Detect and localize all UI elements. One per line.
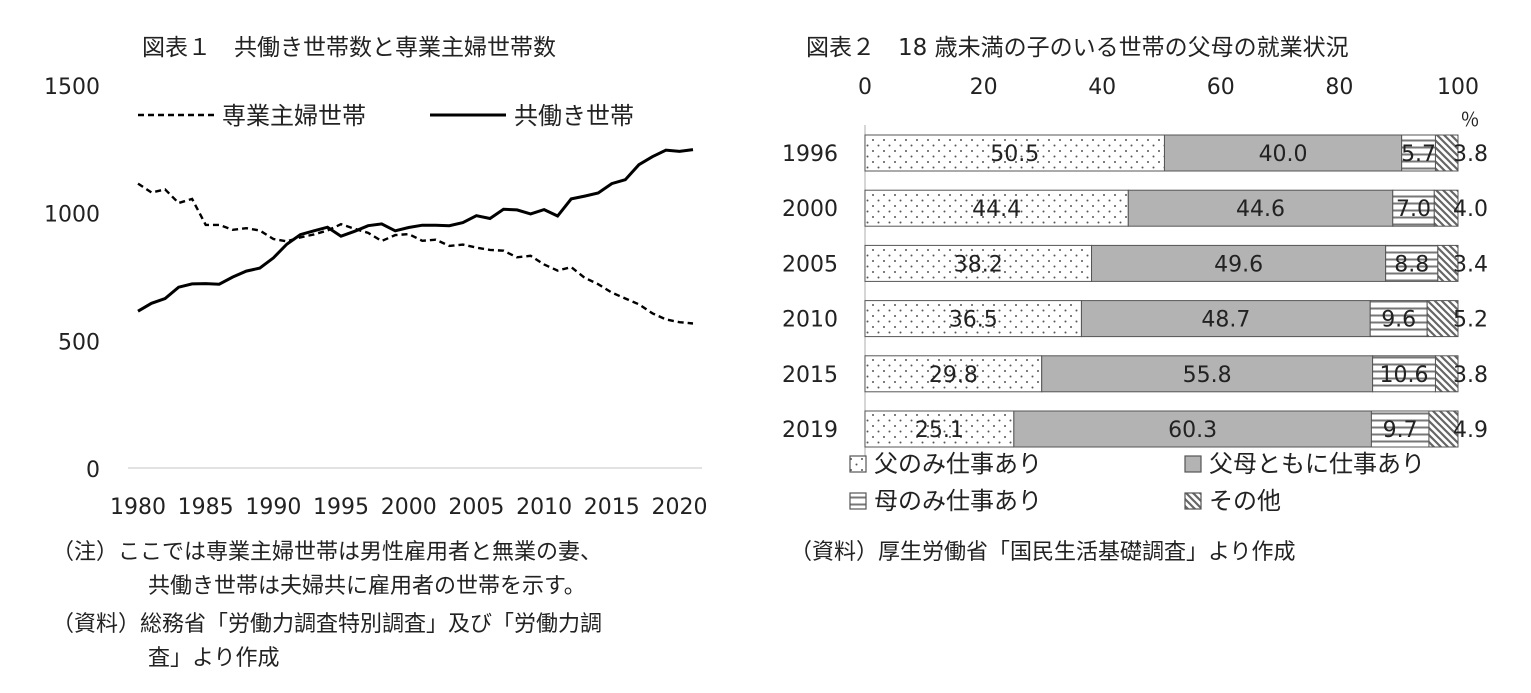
chart2-data-label: 40.0: [1259, 142, 1308, 167]
chart1-x-tick-label: 2020: [651, 495, 707, 520]
chart2-data-label: 29.8: [929, 363, 978, 388]
chart1-x-tick-label: 2015: [584, 495, 640, 520]
chart2-x-tick-label: 100: [1437, 75, 1479, 100]
chart2-data-label: 60.3: [1168, 418, 1217, 443]
chart2-bar-segment: [864, 410, 1015, 448]
chart2-bar-segment: [864, 300, 1082, 338]
chart2-category-label: 2010: [782, 308, 838, 333]
chart2-data-label: 10.6: [1380, 363, 1429, 388]
chart2-source: （資料）厚生労働省「国民生活基礎調査」より作成: [790, 540, 1296, 565]
chart2-data-label: 5.7: [1401, 142, 1436, 167]
chart2-data-label: 9.6: [1381, 308, 1416, 333]
chart1-x-tick-label: 2005: [448, 495, 504, 520]
chart2-category-label: 1996: [782, 142, 838, 167]
chart2-bar-segment: [864, 134, 1165, 172]
chart2-bar-segment: [1437, 244, 1459, 282]
chart1-legend-label: 専業主婦世帯: [222, 102, 366, 130]
chart1-title: 図表１ 共働き世帯数と専業主婦世帯数: [142, 35, 556, 61]
chart2-data-label: 5.2: [1453, 308, 1488, 333]
chart2-data-label: 3.8: [1453, 363, 1488, 388]
chart1-x-tick-label: 1985: [178, 495, 234, 520]
chart1-plot: 0 500 1000 1500 1980 1985 1990 1995 2000 2005 2010…: [44, 75, 707, 520]
chart2-bar-segment: [1013, 410, 1372, 448]
chart2-legend-label: その他: [1209, 487, 1281, 515]
chart2-data-label: 55.8: [1183, 363, 1232, 388]
chart2-legend-swatch: [1184, 492, 1202, 510]
chart1-source-2: 査」より作成: [148, 646, 280, 671]
chart2-bar-segment: [1370, 410, 1430, 448]
chart2-bar-segment: [1433, 189, 1459, 227]
chart2-bar-segment: [1080, 300, 1371, 338]
chart2-bar-segment: [1091, 244, 1387, 282]
chart1-x-tick-label: 1980: [110, 495, 166, 520]
chart2-data-label: 50.5: [990, 142, 1039, 167]
chart2-category-label: 2015: [782, 363, 838, 388]
chart2-bar-segment: [1385, 244, 1439, 282]
chart2-data-label: 38.2: [954, 252, 1003, 277]
chart1-y-tick-label: 0: [86, 458, 100, 483]
chart2-bar-segment: [1392, 189, 1435, 227]
chart2-x-tick-label: 40: [1088, 75, 1116, 100]
chart1-y-tick-label: 1000: [44, 203, 100, 228]
chart1-x-tick-label: 1990: [245, 495, 301, 520]
chart1-note-1: （注）ここでは専業主婦世帯は男性雇用者と無業の妻、: [52, 540, 603, 565]
chart1-source-1: （資料）総務省「労働力調査特別調査」及び「労働力調: [52, 612, 603, 637]
chart2-bar-segment: [1372, 355, 1436, 393]
chart1-series-housewife-line: [137, 182, 694, 325]
chart2-data-label: 8.8: [1394, 252, 1429, 277]
chart2-bar-segment: [1426, 300, 1459, 338]
chart1-x-tick-label: 2000: [381, 495, 437, 520]
chart2-data-label: 44.4: [972, 197, 1021, 222]
chart2-category-label: 2000: [782, 197, 838, 222]
chart2-data-label: 44.6: [1236, 197, 1285, 222]
chart1-note-2: 共働き世帯は夫婦共に雇用者の世帯を示す。: [148, 574, 586, 599]
chart2-legend-label: 父のみ仕事あり: [874, 450, 1042, 478]
chart2-x-tick-label: 80: [1325, 75, 1353, 100]
chart2-data-label: 7.0: [1396, 197, 1431, 222]
chart1-y-tick-label: 1500: [44, 75, 100, 100]
chart2-data-label: 48.7: [1201, 308, 1250, 333]
chart2-category-label: 2005: [782, 252, 838, 277]
chart2-bar-segment: [1127, 189, 1394, 227]
chart2-data-label: 9.7: [1383, 418, 1418, 443]
chart2-unit-label: ％: [1460, 109, 1479, 131]
chart2-bar-segment: [1369, 300, 1428, 338]
chart2-legend-swatch: [849, 492, 867, 510]
chart1-x-tick-label: 1995: [313, 495, 369, 520]
chart2-data-label: 4.0: [1453, 197, 1488, 222]
chart2-title: 図表２ 18 歳未満の子のいる世帯の父母の就業状況: [806, 35, 1349, 61]
chart2-legend-swatch: [1184, 455, 1202, 473]
chart2-plot: 0 20 40 60 80 100 ％ 1996 50.5 40.0 5.7 3.8 2000 44.4 4…: [782, 75, 1488, 515]
chart1-legend-label: 共働き世帯: [514, 102, 634, 130]
chart2-bar-segment: [1434, 355, 1459, 393]
chart2-category-label: 2019: [782, 418, 838, 443]
chart2-legend-label: 母のみ仕事あり: [874, 487, 1042, 515]
chart1-series-dualincome-line: [137, 148, 694, 313]
chart2-data-label: 3.4: [1453, 252, 1488, 277]
chart2-x-tick-label: 0: [858, 75, 872, 100]
chart2-bar-segment: [1434, 134, 1459, 172]
chart2-bar-segment: [1401, 134, 1436, 172]
chart2-data-label: 4.9: [1453, 418, 1488, 443]
chart2-data-label: 49.6: [1214, 252, 1263, 277]
chart2-data-label: 25.1: [915, 418, 964, 443]
chart2-x-tick-label: 60: [1207, 75, 1235, 100]
chart2-legend-swatch: [849, 455, 867, 473]
chart2-data-label: 3.8: [1453, 142, 1488, 167]
chart2-bar-segment: [864, 244, 1093, 282]
chart1-x-tick-label: 2010: [516, 495, 572, 520]
chart2-x-tick-label: 20: [970, 75, 998, 100]
chart2-bar-segment: [1163, 134, 1403, 172]
chart2-bar-segment: [1428, 410, 1459, 448]
chart2-legend-label: 父母ともに仕事あり: [1209, 450, 1425, 478]
chart2-data-label: 36.5: [949, 308, 998, 333]
chart1-y-tick-label: 500: [58, 330, 100, 355]
